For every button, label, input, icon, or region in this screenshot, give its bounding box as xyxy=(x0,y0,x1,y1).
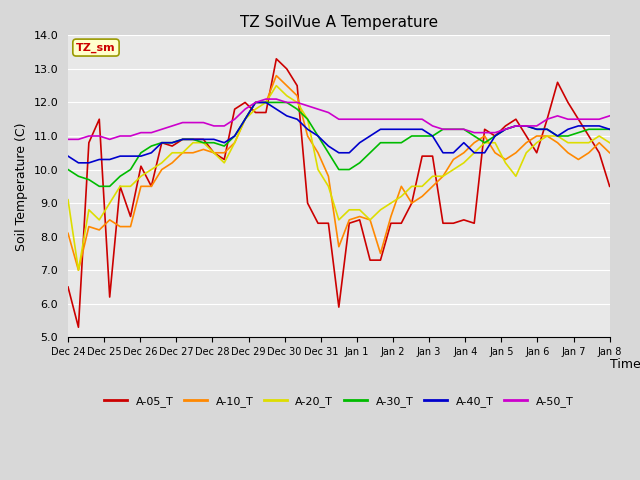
A-05_T xyxy=(75,324,83,330)
A-20_T xyxy=(429,173,436,179)
A-40_T xyxy=(397,126,405,132)
A-10_T xyxy=(439,173,447,179)
Line: A-30_T: A-30_T xyxy=(68,102,610,186)
Line: A-20_T: A-20_T xyxy=(68,85,610,270)
A-30_T xyxy=(502,126,509,132)
A-05_T xyxy=(64,284,72,290)
A-05_T xyxy=(273,56,280,62)
A-50_T xyxy=(606,113,614,119)
A-50_T xyxy=(262,96,269,102)
Text: TZ_sm: TZ_sm xyxy=(76,42,116,53)
Line: A-10_T: A-10_T xyxy=(68,75,610,270)
A-10_T xyxy=(397,183,405,189)
A-50_T xyxy=(387,116,395,122)
A-40_T xyxy=(408,126,415,132)
A-30_T xyxy=(252,99,259,105)
A-40_T xyxy=(429,133,436,139)
A-10_T xyxy=(502,156,509,162)
A-50_T xyxy=(397,116,405,122)
A-10_T xyxy=(408,200,415,206)
A-05_T xyxy=(502,123,509,129)
Line: A-05_T: A-05_T xyxy=(68,59,610,327)
A-40_T xyxy=(75,160,83,166)
A-20_T xyxy=(64,197,72,203)
X-axis label: Time: Time xyxy=(611,359,640,372)
A-30_T xyxy=(606,126,614,132)
Line: A-40_T: A-40_T xyxy=(68,102,610,163)
A-50_T xyxy=(554,113,561,119)
A-05_T xyxy=(408,200,415,206)
A-40_T xyxy=(220,140,228,145)
A-30_T xyxy=(64,167,72,172)
A-20_T xyxy=(408,183,415,189)
A-05_T xyxy=(606,183,614,189)
A-20_T xyxy=(220,160,228,166)
A-40_T xyxy=(502,126,509,132)
A-05_T xyxy=(429,153,436,159)
A-40_T xyxy=(439,150,447,156)
A-20_T xyxy=(397,193,405,199)
Title: TZ SoilVue A Temperature: TZ SoilVue A Temperature xyxy=(240,15,438,30)
A-50_T xyxy=(492,130,499,135)
A-10_T xyxy=(220,150,228,156)
A-10_T xyxy=(64,230,72,236)
A-30_T xyxy=(95,183,103,189)
A-30_T xyxy=(439,126,447,132)
A-10_T xyxy=(606,150,614,156)
Y-axis label: Soil Temperature (C): Soil Temperature (C) xyxy=(15,122,28,251)
A-05_T xyxy=(220,156,228,162)
A-50_T xyxy=(210,123,218,129)
A-05_T xyxy=(439,220,447,226)
A-20_T xyxy=(439,173,447,179)
A-10_T xyxy=(429,183,436,189)
A-30_T xyxy=(220,143,228,149)
Legend: A-05_T, A-10_T, A-20_T, A-30_T, A-40_T, A-50_T: A-05_T, A-10_T, A-20_T, A-30_T, A-40_T, … xyxy=(100,391,578,411)
A-40_T xyxy=(64,153,72,159)
A-10_T xyxy=(75,267,83,273)
A-05_T xyxy=(397,220,405,226)
A-50_T xyxy=(419,116,426,122)
Line: A-50_T: A-50_T xyxy=(68,99,610,139)
A-10_T xyxy=(273,72,280,78)
A-30_T xyxy=(397,140,405,145)
A-40_T xyxy=(606,126,614,132)
A-20_T xyxy=(502,160,509,166)
A-30_T xyxy=(408,133,415,139)
A-20_T xyxy=(273,83,280,88)
A-20_T xyxy=(75,267,83,273)
A-50_T xyxy=(64,136,72,142)
A-40_T xyxy=(252,99,259,105)
A-20_T xyxy=(606,140,614,145)
A-30_T xyxy=(429,133,436,139)
